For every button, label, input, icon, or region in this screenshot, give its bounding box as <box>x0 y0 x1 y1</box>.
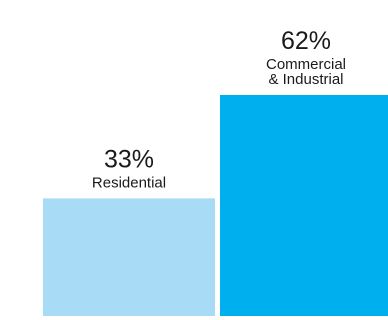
category-label-1: Commercial & Industrial <box>266 56 346 88</box>
bar-0 <box>43 198 215 316</box>
category-label-0: Residential <box>92 174 166 191</box>
bars-group <box>43 95 388 316</box>
bar-1 <box>220 95 388 316</box>
value-label-0: 33% <box>104 145 154 173</box>
value-label-1: 62% <box>281 27 331 55</box>
